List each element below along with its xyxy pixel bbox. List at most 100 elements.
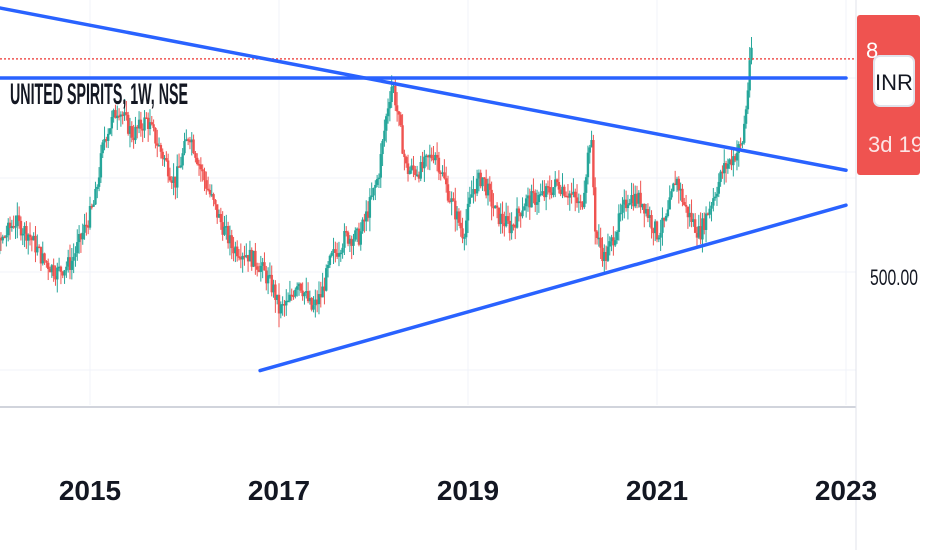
- candle-body-255: [434, 154, 437, 161]
- candle-body-58: [76, 242, 79, 254]
- candle-body-50: [61, 271, 64, 276]
- candle-body-364: [632, 195, 635, 207]
- candle-body-78: [112, 110, 115, 117]
- candle-body-304: [523, 206, 526, 211]
- candle-body-142: [228, 235, 232, 244]
- candle-body-383: [666, 209, 670, 216]
- candle-body-353: [612, 237, 615, 246]
- candle-body-345: [597, 237, 601, 240]
- candle-body-20: [7, 222, 10, 236]
- candle-body-329: [568, 193, 571, 198]
- candle-body-427: [746, 90, 750, 110]
- candle-body-109: [168, 176, 172, 181]
- candle-body-214: [359, 231, 362, 245]
- candle-body-203: [339, 252, 342, 255]
- candle-body-111: [172, 176, 175, 183]
- candle-body-48: [57, 266, 61, 269]
- candle-body-269: [459, 222, 462, 229]
- candle-body-116: [181, 153, 184, 166]
- candle-body-411: [717, 181, 720, 194]
- candle-body-39: [41, 253, 44, 264]
- candle-body-336: [581, 202, 584, 208]
- candle-body-330: [570, 193, 573, 195]
- candle-body-55: [70, 260, 74, 270]
- candle-body-376: [653, 221, 657, 234]
- candle-body-120: [188, 140, 192, 143]
- candle-body-155: [252, 250, 255, 267]
- candle-body-288: [494, 205, 497, 209]
- candle-body-419: [732, 156, 735, 166]
- candle-body-46: [54, 276, 57, 280]
- candle-body-82: [119, 114, 123, 117]
- candle-body-286: [490, 189, 493, 207]
- candle-body-340: [588, 147, 591, 153]
- candle-body-341: [590, 140, 593, 148]
- candle-body-49: [59, 266, 63, 272]
- candle-body-229: [386, 108, 390, 117]
- candle-body-305: [524, 198, 528, 207]
- candle-body-302: [519, 213, 522, 217]
- candle-body-282: [483, 177, 486, 179]
- candle-body-270: [461, 228, 464, 239]
- candle-body-409: [713, 196, 717, 199]
- candle-body-127: [201, 169, 204, 172]
- candle-body-414: [723, 163, 726, 174]
- candle-body-365: [633, 193, 637, 207]
- candle-body-310: [534, 192, 537, 205]
- candle-body-149: [241, 255, 244, 260]
- candle-body-17: [1, 236, 4, 241]
- candle-body-93: [139, 119, 143, 129]
- candle-body-123: [194, 153, 197, 158]
- candle-body-148: [239, 257, 243, 260]
- candle-body-357: [619, 212, 622, 215]
- candle-body-221: [372, 187, 375, 196]
- candle-body-182: [301, 290, 304, 297]
- candle-body-259: [441, 172, 444, 174]
- candle-body-23: [12, 225, 15, 228]
- candle-body-369: [641, 203, 644, 208]
- candle-body-219: [368, 197, 372, 218]
- candle-body-47: [56, 267, 59, 280]
- candle-body-114: [177, 166, 181, 168]
- candle-body-342: [592, 140, 595, 188]
- candle-body-393: [684, 204, 688, 207]
- candle-body-401: [699, 226, 702, 240]
- candle-body-125: [197, 164, 201, 166]
- candle-body-211: [354, 230, 357, 240]
- candle-body-363: [630, 195, 633, 204]
- candle-body-295: [506, 216, 510, 221]
- candle-body-306: [526, 195, 530, 199]
- candle-body-403: [703, 218, 706, 230]
- candle-body-196: [326, 264, 330, 269]
- candle-body-347: [601, 247, 604, 262]
- candle-body-65: [88, 206, 92, 228]
- candle-body-185: [306, 291, 310, 302]
- candle-body-289: [495, 205, 499, 208]
- candle-body-413: [721, 171, 724, 174]
- candle-body-358: [621, 204, 624, 213]
- candle-body-261: [444, 178, 448, 185]
- currency-chip: [873, 55, 915, 107]
- candle-body-285: [488, 183, 492, 190]
- candle-body-391: [681, 188, 684, 203]
- candle-body-390: [679, 188, 682, 191]
- candle-body-122: [192, 139, 195, 154]
- candle-body-91: [136, 126, 139, 129]
- candle-body-118: [185, 139, 188, 142]
- candle-body-213: [357, 228, 361, 245]
- candle-body-44: [50, 265, 54, 273]
- candle-body-228: [385, 116, 388, 131]
- candle-body-300: [515, 208, 519, 228]
- candle-body-57: [74, 253, 77, 257]
- candle-body-186: [308, 297, 312, 302]
- candle-body-370: [643, 203, 646, 214]
- candle-body-130: [206, 188, 210, 191]
- candle-body-51: [63, 270, 66, 276]
- candle-body-240: [406, 163, 410, 174]
- candle-body-137: [219, 214, 223, 223]
- candle-body-144: [232, 248, 235, 254]
- candle-body-191: [317, 294, 321, 305]
- candle-body-421: [735, 153, 739, 161]
- candle-body-312: [537, 194, 541, 203]
- candle-body-71: [99, 153, 103, 178]
